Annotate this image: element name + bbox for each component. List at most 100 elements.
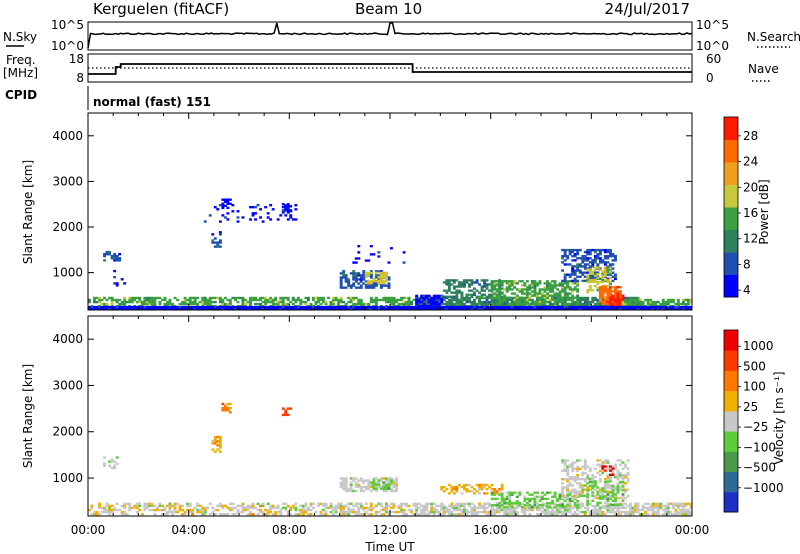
range-cell — [533, 288, 537, 291]
range-cell — [347, 307, 351, 311]
range-cell — [568, 302, 572, 306]
range-cell — [689, 305, 693, 309]
range-cell — [171, 513, 175, 516]
range-cell — [221, 300, 225, 304]
range-cell — [354, 261, 358, 264]
range-cell — [536, 284, 539, 287]
range-cell — [490, 506, 494, 510]
range-cell — [483, 305, 487, 309]
range-cell — [387, 485, 391, 489]
range-cell — [266, 513, 270, 516]
range-cell — [603, 300, 607, 303]
range-cell — [573, 510, 577, 514]
range-cell — [354, 510, 358, 514]
range-cell — [500, 495, 504, 498]
range-cell — [601, 467, 605, 470]
range-cell — [513, 513, 517, 516]
range-cell — [337, 307, 341, 311]
colorbar-tick-label: −25 — [743, 420, 768, 434]
range-cell — [395, 307, 398, 311]
range-cell — [603, 486, 607, 489]
range-cell — [573, 269, 577, 272]
range-cell — [553, 504, 557, 508]
range-cell — [395, 510, 398, 514]
range-cell — [468, 279, 471, 282]
range-cell — [115, 462, 119, 465]
range-cell — [457, 300, 461, 304]
range-cell — [266, 307, 270, 311]
range-cell — [576, 279, 580, 283]
range-cell — [254, 212, 258, 215]
range-cell — [312, 502, 315, 505]
range-cell — [400, 506, 404, 510]
range-cell — [664, 504, 668, 508]
range-cell — [591, 278, 595, 282]
range-cell — [505, 491, 509, 494]
range-cell — [135, 506, 139, 510]
range-cell — [95, 513, 99, 516]
range-cell — [130, 296, 134, 300]
range-cell — [296, 298, 300, 302]
range-cell — [533, 497, 537, 501]
range-cell — [352, 270, 356, 273]
range-cell — [392, 489, 396, 493]
range-cell — [349, 296, 353, 300]
range-cell — [105, 305, 109, 309]
range-cell — [349, 481, 353, 484]
range-cell — [483, 302, 487, 306]
range-cell — [128, 296, 132, 300]
range-cell — [115, 257, 119, 260]
range-cell — [591, 491, 595, 494]
range-cell — [452, 295, 456, 298]
range-cell — [256, 502, 260, 505]
range-cell — [603, 284, 607, 288]
range-cell — [541, 288, 544, 291]
range-cell — [364, 286, 368, 289]
range-cell — [614, 273, 617, 276]
range-cell — [561, 478, 565, 481]
range-cell — [450, 302, 454, 306]
range-cell — [95, 300, 99, 304]
range-cell — [583, 259, 587, 262]
range-cell — [334, 504, 338, 508]
nsky-label: N.Sky — [3, 30, 37, 44]
range-cell — [317, 305, 320, 309]
range-cell — [573, 492, 577, 495]
range-cell — [113, 460, 117, 463]
range-cell — [583, 302, 587, 306]
range-cell — [591, 296, 595, 300]
range-cell — [611, 275, 615, 278]
range-cell — [598, 491, 602, 494]
range-cell — [150, 302, 154, 306]
range-cell — [468, 305, 471, 309]
range-cell — [490, 504, 494, 507]
range-cell — [528, 504, 532, 507]
range-cell — [279, 214, 283, 217]
range-cell — [523, 504, 527, 507]
range-cell — [473, 307, 476, 311]
range-cell — [508, 495, 512, 498]
range-cell — [324, 305, 328, 309]
range-cell — [349, 487, 353, 491]
range-cell — [533, 506, 537, 510]
range-cell — [538, 302, 542, 306]
range-cell — [591, 263, 595, 266]
range-cell — [339, 280, 343, 283]
range-cell — [639, 302, 643, 306]
range-cell — [279, 508, 283, 512]
range-cell — [576, 482, 580, 485]
range-cell — [593, 480, 597, 483]
range-cell — [123, 282, 127, 285]
range-cell — [606, 255, 610, 258]
range-cell — [354, 280, 358, 283]
range-cell — [490, 305, 494, 309]
range-cell — [306, 298, 310, 302]
range-cell — [548, 504, 552, 508]
y-tick-label: 1000 — [52, 471, 83, 485]
range-cell — [480, 279, 484, 282]
range-cell — [543, 305, 547, 309]
range-cell — [626, 480, 630, 483]
range-cell — [500, 493, 504, 496]
range-cell — [566, 459, 570, 462]
range-cell — [606, 486, 610, 489]
